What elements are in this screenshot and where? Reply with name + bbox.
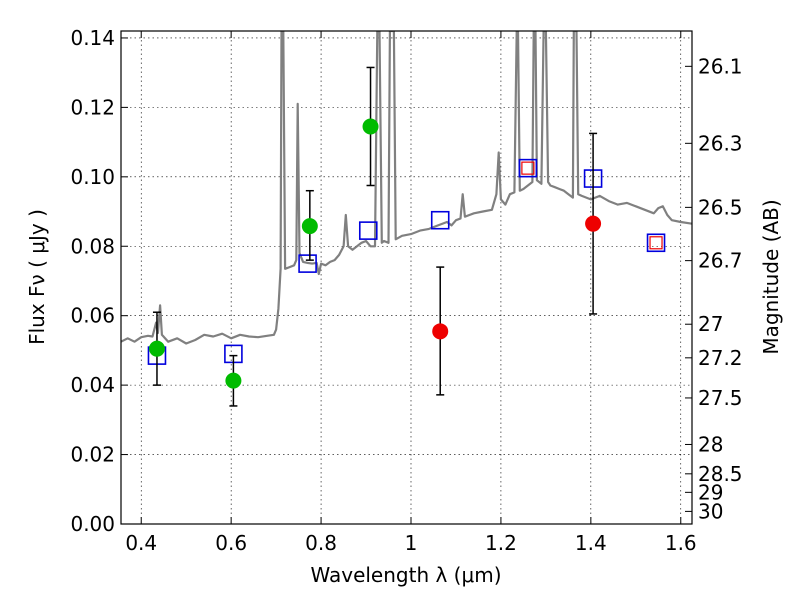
y2-tick-label: 26.7 — [698, 249, 743, 273]
x-tick-label: 0.4 — [125, 531, 157, 555]
x-tick-label: 1.4 — [575, 531, 607, 555]
y2-tick-label: 27 — [698, 312, 723, 336]
model-square — [518, 158, 538, 178]
x-tick-label: 1 — [405, 531, 418, 555]
y2-tick-label: 29 — [698, 480, 723, 504]
model-square — [298, 254, 317, 273]
y2-tick-label: 30 — [698, 499, 723, 523]
model-square — [646, 233, 666, 253]
right-y-axis-label: Magnitude (AB) — [759, 199, 783, 354]
y-tick-label: 0.02 — [70, 443, 115, 467]
y2-tick-label: 28 — [698, 432, 723, 456]
photometry-point — [432, 323, 449, 340]
y-axis-label: Flux Fν ( μJy ) — [25, 209, 49, 345]
model-square — [430, 210, 450, 230]
y-tick-label: 0.06 — [70, 304, 115, 328]
y-tick-label: 0.00 — [70, 512, 115, 536]
plot-frame — [120, 30, 693, 525]
y-tick-label: 0.08 — [70, 234, 115, 258]
photometry-point — [148, 340, 165, 357]
y-tick-label: 0.10 — [70, 165, 115, 189]
model-square-inner — [521, 161, 535, 175]
y-tick-label: 0.14 — [70, 26, 115, 50]
y-tick-label: 0.04 — [70, 373, 115, 397]
x-tick-label: 1.2 — [485, 531, 517, 555]
x-tick-label: 0.6 — [215, 531, 247, 555]
plot-background — [121, 31, 692, 524]
plot-area — [121, 31, 692, 407]
x-tick-label: 1.6 — [665, 531, 697, 555]
spectrum-line — [121, 31, 692, 345]
photometry-point — [225, 372, 242, 389]
y2-tick-label: 27.5 — [698, 386, 743, 410]
photometry-point — [362, 118, 379, 135]
model-square — [358, 221, 378, 240]
y2-tick-label: 28.5 — [698, 462, 743, 486]
y2-tick-label: 26.5 — [698, 195, 743, 219]
model-square-inner — [649, 236, 663, 250]
y-tick-label: 0.12 — [70, 95, 115, 119]
photometry-point — [301, 218, 318, 235]
y2-tick-label: 26.3 — [698, 131, 743, 155]
photometry-point — [585, 215, 602, 232]
x-tick-label: 0.8 — [305, 531, 337, 555]
axis-ticks: 0.4 0.6 0.8 1 1.2 1.4 1.6 0.00 0.02 0.04 0.06 0.08 0… — [70, 26, 742, 555]
y2-tick-label: 26.1 — [698, 54, 743, 78]
grid-lines — [121, 31, 692, 524]
x-axis-label: Wavelength λ (μm) — [310, 563, 501, 587]
y2-tick-label: 27.2 — [698, 346, 743, 370]
